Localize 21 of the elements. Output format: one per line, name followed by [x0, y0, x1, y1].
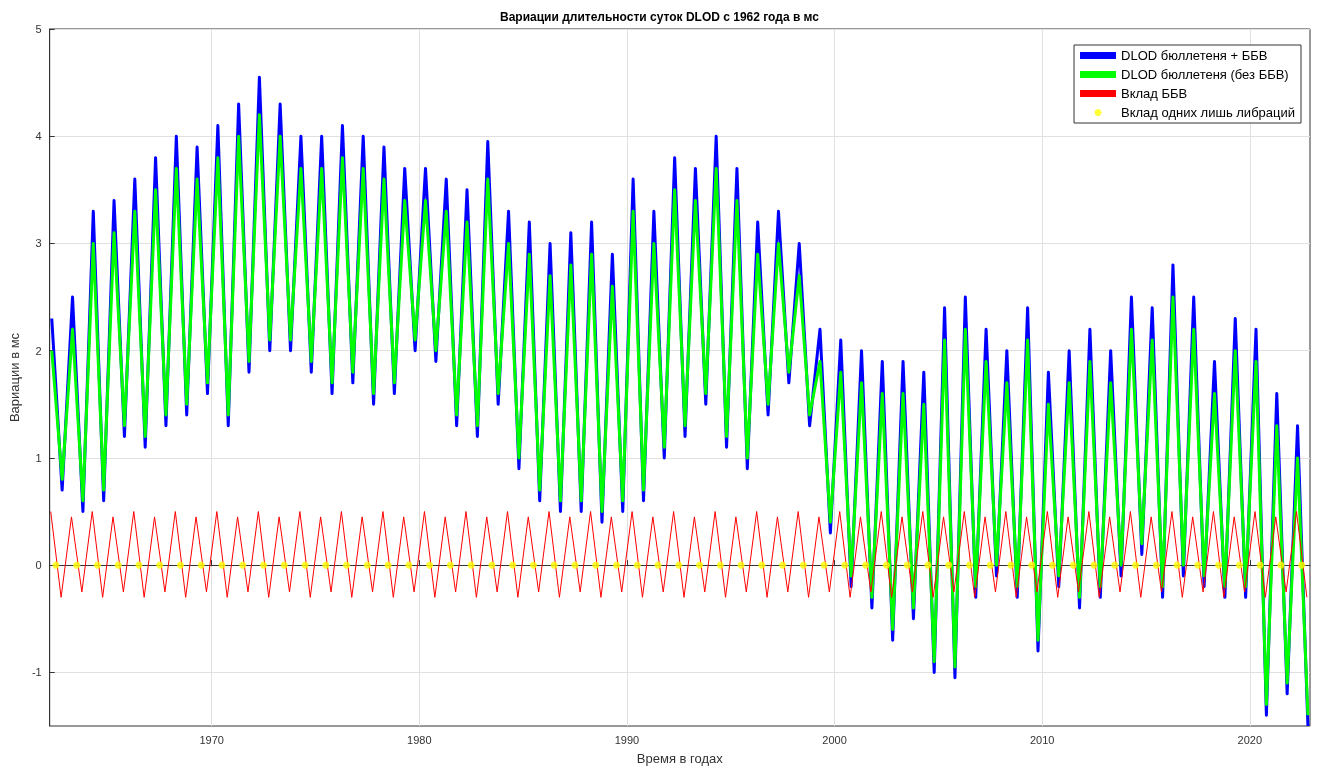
x-tick-label: 2020 [1237, 733, 1263, 746]
y-axis-title: Вариации в мс [7, 332, 22, 423]
x-tick-label: 1990 [614, 733, 640, 746]
legend-label: DLOD бюллетеня + ББВ [1121, 48, 1268, 63]
legend-label: Вклад одних лишь либраций [1121, 105, 1295, 120]
y-tick-label: 1 [35, 451, 42, 464]
y-tick-label: 2 [35, 344, 42, 357]
y-tick-label: 4 [35, 130, 42, 143]
line-series [50, 511, 1308, 598]
y-tick-label: 0 [35, 559, 42, 572]
x-axis-title: Время в годах [636, 751, 724, 766]
x-tick-label: 2010 [1029, 733, 1055, 746]
y-tick-label: 5 [35, 23, 42, 35]
y-tick-label: 3 [35, 237, 42, 250]
legend-label: DLOD бюллетеня (без ББВ) [1121, 67, 1289, 82]
y-tick-label: -1 [31, 666, 42, 679]
x-tick-label: 1970 [199, 733, 224, 746]
x-tick-label: 1980 [407, 733, 432, 746]
legend-label: Вклад ББВ [1121, 86, 1188, 101]
chart-title: Вариации длительности суток DLOD с 1962 года в мс [499, 10, 820, 24]
x-tick-label: 2000 [822, 733, 847, 746]
